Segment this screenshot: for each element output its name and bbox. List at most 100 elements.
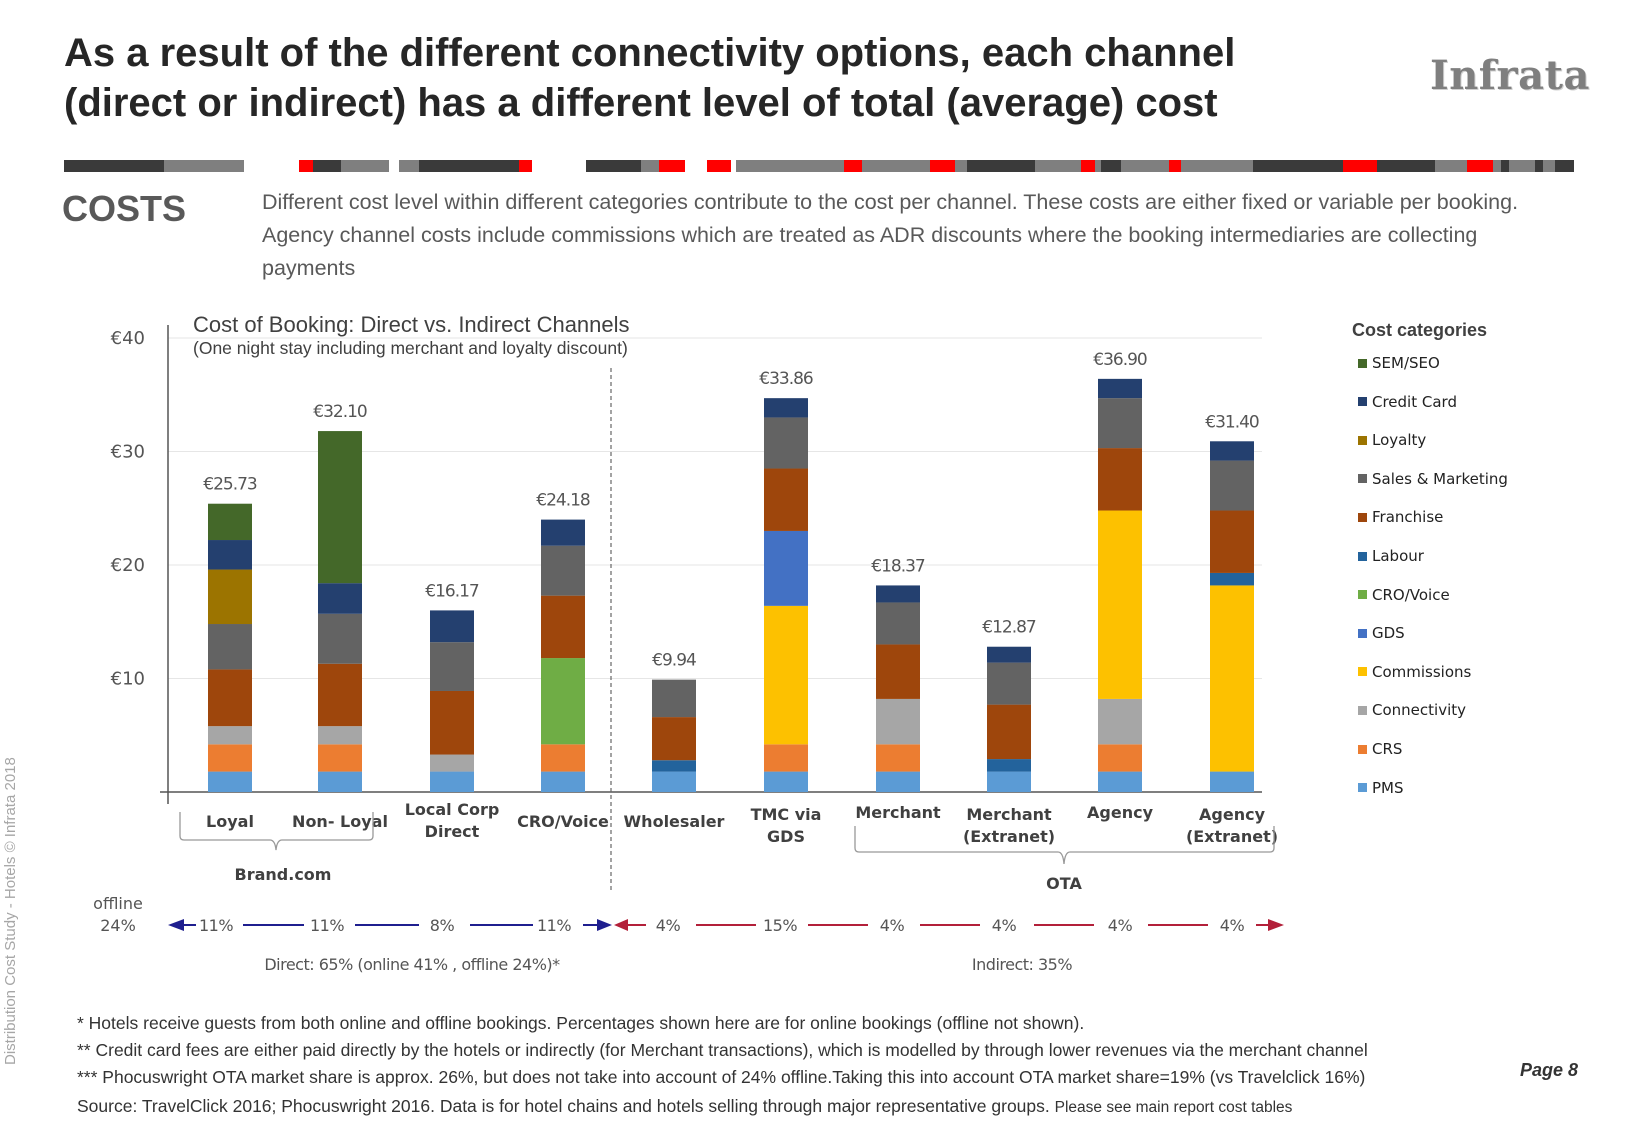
category-label: Merchant — [966, 805, 1052, 824]
legend-swatch — [1358, 705, 1367, 715]
legend-label: Franchise — [1372, 508, 1444, 527]
legend-item: CRO/Voice — [1358, 586, 1450, 604]
stripe-segment — [1101, 160, 1121, 172]
stripe-segment — [341, 160, 389, 172]
source-small-text: Please see main report cost tables — [1054, 1099, 1293, 1116]
share-label: 4% — [992, 916, 1017, 935]
bar-segment — [318, 744, 362, 772]
y-tick-label: €30 — [111, 442, 145, 463]
bar-segment — [764, 771, 808, 792]
stripe-segment — [1169, 160, 1181, 172]
stripe-segment — [1543, 160, 1555, 172]
bar-segment — [1210, 510, 1254, 573]
footnote-1: * Hotels receive guests from both online… — [77, 1013, 1085, 1033]
bar-total-label: €31.40 — [1205, 412, 1259, 432]
legend-title: Cost categories — [1352, 320, 1488, 340]
legend-item: GDS — [1358, 624, 1405, 642]
legend-item: Commissions — [1358, 663, 1471, 681]
legend-item: SEM/SEO — [1358, 354, 1440, 372]
share-label: 4% — [1108, 916, 1133, 935]
bar-segment — [764, 530, 808, 606]
stripe-segment — [399, 160, 419, 172]
legend-label: Commissions — [1372, 662, 1472, 681]
legend-swatch — [1358, 628, 1367, 638]
stripe-segment — [1435, 160, 1467, 172]
bar-segment — [541, 595, 585, 659]
bar-segment — [208, 744, 252, 772]
category-label: Agency — [1199, 805, 1266, 824]
bar-segment — [208, 540, 252, 570]
legend-swatch — [1358, 512, 1367, 522]
stripe-segment — [586, 160, 641, 172]
stripe-segment — [1493, 160, 1501, 172]
legend-item: Franchise — [1358, 508, 1443, 526]
bar-segment — [208, 569, 252, 625]
stripe-segment — [1467, 160, 1493, 172]
arrow-head-right — [1268, 919, 1284, 931]
legend-label: GDS — [1372, 624, 1405, 643]
category-label: (Extranet) — [1186, 827, 1278, 846]
group-bracket-ota — [854, 826, 1275, 865]
footnote-3: *** Phocuswright OTA market share is app… — [77, 1067, 1366, 1087]
category-label: CRO/Voice — [517, 812, 609, 831]
chart-subtitle: (One night stay including merchant and l… — [193, 338, 628, 358]
bar-segment — [1098, 744, 1142, 772]
category-label: Merchant — [855, 803, 941, 822]
bar-segment — [1098, 448, 1142, 511]
bar-segment — [208, 624, 252, 670]
bar-total-label: €36.90 — [1093, 350, 1147, 370]
offline-label: offline — [93, 894, 143, 913]
category-label: GDS — [767, 827, 805, 846]
bar-segment — [652, 760, 696, 772]
bar-segment — [208, 771, 252, 792]
stripe-segment — [1081, 160, 1095, 172]
legend-swatch — [1358, 783, 1367, 793]
bar-segment — [987, 662, 1031, 705]
share-label: 8% — [430, 916, 455, 935]
bar-segment — [652, 771, 696, 792]
legend-swatch — [1358, 397, 1367, 407]
bar-segment — [318, 771, 362, 792]
bar-total-label: €12.87 — [982, 618, 1036, 638]
stripe-segment — [1377, 160, 1435, 172]
source-note: Source: TravelClick 2016; Phocuswright 2… — [77, 1096, 1292, 1117]
chart-title: Cost of Booking: Direct vs. Indirect Cha… — [193, 312, 630, 337]
stripe-segment — [299, 160, 313, 172]
category-label: Loyal — [206, 812, 254, 831]
bar-total-label: €18.37 — [871, 556, 925, 576]
bar-segment — [208, 503, 252, 541]
share-label: 11% — [310, 916, 344, 935]
bar-segment — [430, 690, 474, 755]
indirect-summary: Indirect: 35% — [972, 955, 1072, 974]
bar-total-label: €32.10 — [313, 402, 367, 422]
legend-item: PMS — [1358, 779, 1404, 797]
bar-segment — [430, 771, 474, 792]
share-label: 15% — [763, 916, 797, 935]
source-text: Source: TravelClick 2016; Phocuswright 2… — [77, 1096, 1050, 1116]
bar-segment — [876, 602, 920, 645]
category-label: Wholesaler — [624, 812, 725, 831]
stripe-segment — [1035, 160, 1081, 172]
category-label: Direct — [425, 822, 480, 841]
bar-segment — [764, 605, 808, 745]
group-label-brandcom: Brand.com — [235, 865, 332, 884]
stripe-segment — [1181, 160, 1253, 172]
legend-swatch — [1358, 551, 1367, 561]
legend-label: Loyalty — [1372, 431, 1427, 450]
bar-segment — [430, 610, 474, 643]
bar-segment — [987, 771, 1031, 792]
direct-summary: Direct: 65% (online 41% , offline 24%)* — [264, 955, 560, 974]
legend-swatch — [1358, 744, 1367, 754]
bar-segment — [318, 613, 362, 664]
stripe-segment — [707, 160, 731, 172]
legend-label: CRS — [1372, 740, 1403, 758]
stripe-segment — [659, 160, 685, 172]
legend-item: Loyalty — [1358, 431, 1426, 449]
y-tick-label: €10 — [111, 669, 145, 690]
bar-segment — [318, 726, 362, 745]
legend-swatch — [1358, 435, 1367, 445]
stripe-segment — [1535, 160, 1543, 172]
bar-segment — [764, 468, 808, 531]
legend-label: Sales & Marketing — [1372, 469, 1508, 488]
